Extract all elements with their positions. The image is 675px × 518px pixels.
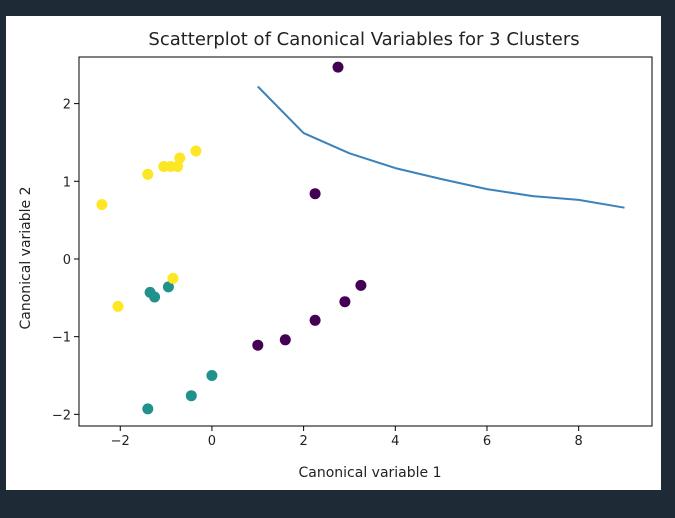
y-tick-label: −1 (52, 331, 71, 346)
x-tick-label: 4 (391, 434, 399, 449)
scatter-chart: Scatterplot of Canonical Variables for 3… (18, 29, 653, 481)
plot-area (96, 61, 625, 415)
x-tick-label: 8 (575, 434, 583, 449)
scatter-point-cluster-2 (185, 390, 197, 402)
scatter-point-cluster-3 (167, 272, 179, 284)
scatter-point-cluster-2 (162, 281, 174, 293)
y-tick-label: 2 (63, 98, 71, 113)
scatter-point-cluster-1 (279, 334, 291, 346)
x-tick-label: 6 (483, 434, 491, 449)
scatter-point-cluster-1 (309, 314, 321, 326)
y-tick-label: 1 (63, 175, 71, 190)
scatter-point-cluster-1 (332, 61, 344, 73)
y-tick-label: 0 (63, 253, 71, 268)
scatter-point-cluster-2 (206, 370, 218, 381)
scatter-point-cluster-3 (172, 161, 184, 172)
scatter-point-cluster-3 (96, 199, 108, 211)
scatter-point-cluster-3 (174, 152, 186, 164)
x-tick-label: 0 (208, 434, 216, 449)
scatter-point-cluster-1 (355, 279, 367, 291)
series-line (257, 85, 625, 209)
y-tick-label: −2 (52, 408, 71, 423)
scatter-point-cluster-1 (252, 339, 264, 351)
x-tick-label: −2 (111, 434, 130, 449)
chart-figure: Scatterplot of Canonical Variables for 3… (6, 16, 661, 490)
plot-frame (78, 56, 653, 427)
y-axis-label: Canonical variable 2 (18, 186, 34, 329)
x-tick-label: 2 (299, 434, 307, 449)
scatter-point-cluster-2 (142, 403, 154, 415)
x-axis-label: Canonical variable 1 (298, 465, 441, 481)
scatter-point-cluster-3 (142, 168, 154, 180)
scatter-point-cluster-1 (339, 296, 351, 308)
axes: −2 0 2 4 6 8 −2 −1 0 1 2 (52, 98, 583, 449)
scatter-point-cluster-3 (112, 300, 124, 312)
chart-title: Scatterplot of Canonical Variables for 3… (148, 29, 579, 50)
scatter-point-cluster-1 (309, 188, 321, 200)
scatter-point-cluster-2 (149, 291, 161, 303)
scatter-point-cluster-3 (190, 145, 202, 157)
